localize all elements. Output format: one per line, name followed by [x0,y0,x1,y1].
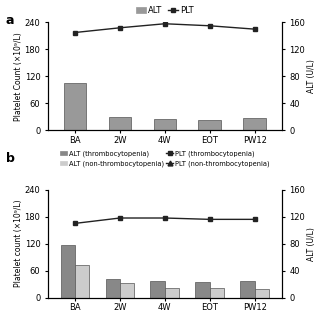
Bar [244,118,266,130]
Y-axis label: Platelet count (×10⁹/L): Platelet count (×10⁹/L) [14,200,23,287]
Y-axis label: Platelet Count (×10⁹/L): Platelet Count (×10⁹/L) [14,32,23,121]
Y-axis label: ALT (U/L): ALT (U/L) [307,227,316,260]
Bar [60,244,75,298]
Bar [106,279,120,298]
Legend: ALT, PLT: ALT, PLT [132,3,197,19]
Bar [154,119,176,130]
Bar [165,288,179,298]
Bar [75,265,89,298]
Bar [120,283,134,298]
Bar [195,282,210,298]
Bar [210,288,224,298]
Bar [64,83,86,130]
Bar [150,281,165,298]
Bar [198,120,221,130]
Legend: ALT (thrombocytopenia), ALT (non-thrombocytopenia), PLT (thrombocytopenia), PLT : ALT (thrombocytopenia), ALT (non-thrombo… [57,148,272,169]
Bar [109,117,131,130]
Bar [255,289,269,298]
Text: b: b [6,152,15,165]
Bar [240,281,255,298]
Y-axis label: ALT (U/L): ALT (U/L) [307,60,316,93]
Text: a: a [6,14,14,27]
